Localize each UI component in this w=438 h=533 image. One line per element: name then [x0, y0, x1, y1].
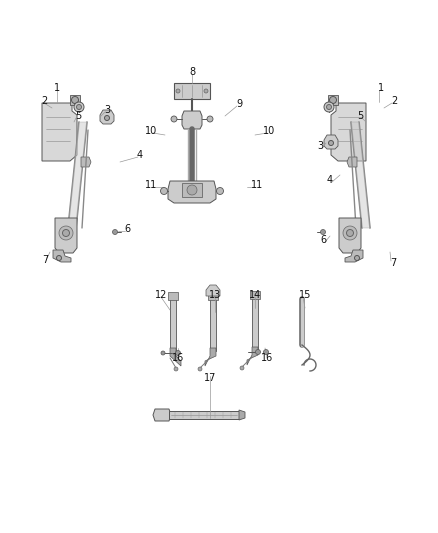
Polygon shape [70, 95, 80, 105]
Text: 2: 2 [391, 96, 397, 106]
Polygon shape [205, 348, 216, 366]
Circle shape [59, 226, 73, 240]
Polygon shape [351, 122, 370, 228]
Text: 4: 4 [327, 175, 333, 185]
Polygon shape [55, 218, 77, 253]
Circle shape [105, 116, 110, 120]
Circle shape [328, 141, 333, 146]
Text: 1: 1 [378, 83, 384, 93]
Circle shape [329, 96, 336, 103]
Text: 5: 5 [357, 111, 363, 121]
Circle shape [204, 89, 208, 93]
Text: 4: 4 [137, 150, 143, 160]
Text: 8: 8 [189, 67, 195, 77]
Polygon shape [331, 103, 366, 161]
Text: 1: 1 [54, 83, 60, 93]
Bar [174, 83, 210, 99]
Polygon shape [345, 250, 363, 262]
Circle shape [57, 255, 61, 261]
Circle shape [187, 185, 197, 195]
Circle shape [161, 351, 165, 355]
Circle shape [176, 89, 180, 93]
Polygon shape [328, 95, 338, 105]
Text: 9: 9 [236, 99, 242, 109]
Circle shape [264, 350, 268, 354]
Polygon shape [168, 181, 216, 203]
Polygon shape [239, 410, 245, 420]
Polygon shape [68, 122, 87, 228]
Polygon shape [347, 157, 357, 167]
Circle shape [346, 230, 353, 237]
Circle shape [326, 104, 332, 109]
Text: 11: 11 [251, 180, 263, 190]
Polygon shape [208, 292, 218, 300]
Text: 10: 10 [263, 126, 275, 136]
Circle shape [354, 255, 360, 261]
Polygon shape [168, 292, 178, 300]
Circle shape [176, 351, 180, 356]
Text: 16: 16 [261, 353, 273, 363]
Circle shape [171, 116, 177, 122]
Circle shape [71, 96, 78, 103]
Text: 14: 14 [249, 290, 261, 300]
Polygon shape [81, 157, 91, 167]
Text: 2: 2 [41, 96, 47, 106]
Text: 17: 17 [204, 373, 216, 383]
Polygon shape [182, 111, 202, 129]
Polygon shape [247, 347, 258, 365]
Circle shape [74, 102, 84, 112]
Polygon shape [324, 135, 338, 149]
Text: 5: 5 [75, 111, 81, 121]
Bar [210, 296, 216, 351]
Bar [252, 295, 258, 350]
Polygon shape [182, 183, 202, 197]
Bar [170, 296, 176, 351]
Text: 11: 11 [145, 180, 157, 190]
Circle shape [207, 116, 213, 122]
Polygon shape [100, 110, 114, 124]
Text: 7: 7 [390, 258, 396, 268]
Polygon shape [339, 218, 361, 253]
Polygon shape [53, 250, 71, 262]
Text: 15: 15 [299, 290, 311, 300]
Text: 7: 7 [42, 255, 48, 265]
Circle shape [77, 104, 81, 109]
Polygon shape [250, 291, 260, 299]
Circle shape [324, 102, 334, 112]
Polygon shape [153, 409, 171, 421]
Bar [169, 411, 239, 419]
Circle shape [198, 367, 202, 371]
Circle shape [174, 367, 178, 371]
Polygon shape [206, 285, 220, 296]
Polygon shape [42, 103, 77, 161]
Circle shape [113, 230, 117, 235]
Text: 6: 6 [124, 224, 130, 234]
Text: 16: 16 [172, 353, 184, 363]
Text: 3: 3 [104, 105, 110, 115]
Text: 3: 3 [317, 141, 323, 151]
Circle shape [216, 188, 223, 195]
Circle shape [160, 188, 167, 195]
Circle shape [240, 366, 244, 370]
Circle shape [343, 226, 357, 240]
Polygon shape [170, 348, 181, 366]
Text: 6: 6 [320, 235, 326, 245]
Circle shape [255, 350, 261, 354]
Text: 13: 13 [209, 290, 221, 300]
Circle shape [63, 230, 70, 237]
Circle shape [321, 230, 325, 235]
Text: 12: 12 [155, 290, 167, 300]
Text: 10: 10 [145, 126, 157, 136]
